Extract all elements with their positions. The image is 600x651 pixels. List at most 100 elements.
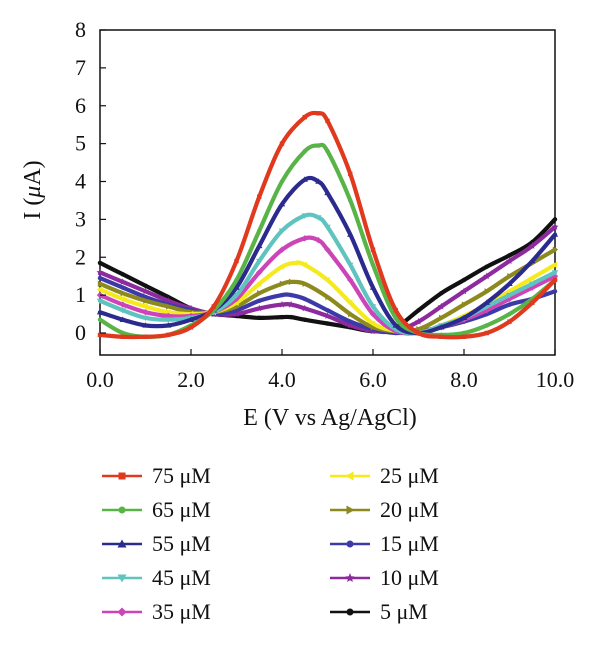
data-point <box>370 262 376 268</box>
data-point <box>97 275 103 281</box>
y-tick-label: 4 <box>75 169 86 194</box>
data-point <box>279 314 285 320</box>
legend-swatch <box>102 539 142 548</box>
data-point <box>288 292 294 298</box>
data-point <box>166 332 171 338</box>
data-point <box>187 316 195 322</box>
data-point <box>483 299 490 305</box>
data-point <box>301 176 308 182</box>
data-point <box>551 261 558 269</box>
data-point <box>233 295 240 303</box>
data-point <box>325 293 331 301</box>
data-point <box>461 277 467 283</box>
data-point <box>484 264 489 269</box>
data-point <box>279 280 286 287</box>
data-point <box>529 281 536 287</box>
data-point <box>188 325 194 330</box>
data-point <box>324 224 331 231</box>
data-point <box>302 296 307 302</box>
data-point <box>279 179 285 184</box>
data-point <box>279 292 285 298</box>
data-point <box>96 308 104 315</box>
data-point <box>142 315 149 322</box>
y-tick-label: 8 <box>75 17 86 42</box>
legend-label: 10 μM <box>380 565 439 590</box>
data-point <box>257 228 262 233</box>
y-tick-label: 1 <box>75 282 86 307</box>
y-tick-label: 6 <box>75 93 86 118</box>
data-point <box>552 246 559 253</box>
data-point <box>439 334 444 339</box>
data-point <box>461 301 468 308</box>
data-point <box>233 310 240 318</box>
data-point <box>256 258 263 265</box>
data-point <box>530 300 535 305</box>
data-point <box>211 304 216 309</box>
data-point <box>369 310 377 318</box>
series-line <box>97 247 558 334</box>
data-point <box>278 246 286 253</box>
plot-frame <box>99 29 556 356</box>
x-tick-label: 10.0 <box>536 367 575 392</box>
y-axis-title-mu: μ <box>20 186 46 199</box>
data-point <box>96 298 104 305</box>
y-tick-label: 2 <box>75 244 86 269</box>
data-point <box>287 300 295 308</box>
data-point <box>302 317 307 322</box>
data-point <box>484 323 489 328</box>
data-point <box>255 304 263 312</box>
data-point <box>165 312 172 320</box>
data-point <box>256 242 263 249</box>
data-point <box>369 284 377 290</box>
data-point <box>302 149 307 154</box>
data-point <box>324 312 331 319</box>
x-tick-label: 2.0 <box>177 367 205 392</box>
y-tick-label: 0 <box>75 320 86 345</box>
data-point <box>257 315 262 321</box>
data-point <box>143 283 148 288</box>
data-point <box>370 324 377 331</box>
legend-swatch <box>330 540 370 548</box>
legend: 75 μM 65 μM 55 μM 45 μM 35 μM 25 μM 20 μM 15 μ… <box>100 462 520 632</box>
legend-label: 25 μM <box>380 463 439 488</box>
data-point <box>415 317 422 325</box>
data-point <box>348 310 354 318</box>
series-line <box>97 224 558 335</box>
data-point <box>506 292 513 299</box>
data-point <box>119 316 126 322</box>
data-point <box>346 321 354 329</box>
y-tick-label: 5 <box>75 131 86 156</box>
data-point <box>142 303 148 310</box>
data-point <box>234 258 239 264</box>
data-point <box>165 322 172 328</box>
legend-swatch <box>102 574 142 583</box>
data-point <box>120 285 125 290</box>
data-point <box>348 171 353 177</box>
data-point <box>347 276 354 284</box>
data-point <box>393 315 398 321</box>
data-point <box>96 286 103 293</box>
data-point <box>288 278 295 286</box>
data-point <box>166 303 172 310</box>
data-point <box>143 297 149 305</box>
data-point <box>552 277 558 283</box>
data-point <box>551 223 559 230</box>
data-point <box>96 268 104 276</box>
series-2 <box>96 175 559 336</box>
legend-label: 35 μM <box>152 599 211 624</box>
legend-label: 75 μM <box>152 463 211 488</box>
data-point <box>347 262 354 269</box>
data-point <box>164 297 172 304</box>
data-point <box>552 289 558 294</box>
data-point <box>315 178 322 184</box>
data-point <box>256 280 262 287</box>
data-point <box>301 213 308 219</box>
data-point <box>119 301 126 308</box>
data-point <box>461 334 467 339</box>
series-line <box>97 110 558 340</box>
series-line <box>97 235 558 336</box>
legend-swatch <box>102 607 142 617</box>
y-tick-label: 3 <box>75 206 86 231</box>
data-point <box>551 231 559 237</box>
